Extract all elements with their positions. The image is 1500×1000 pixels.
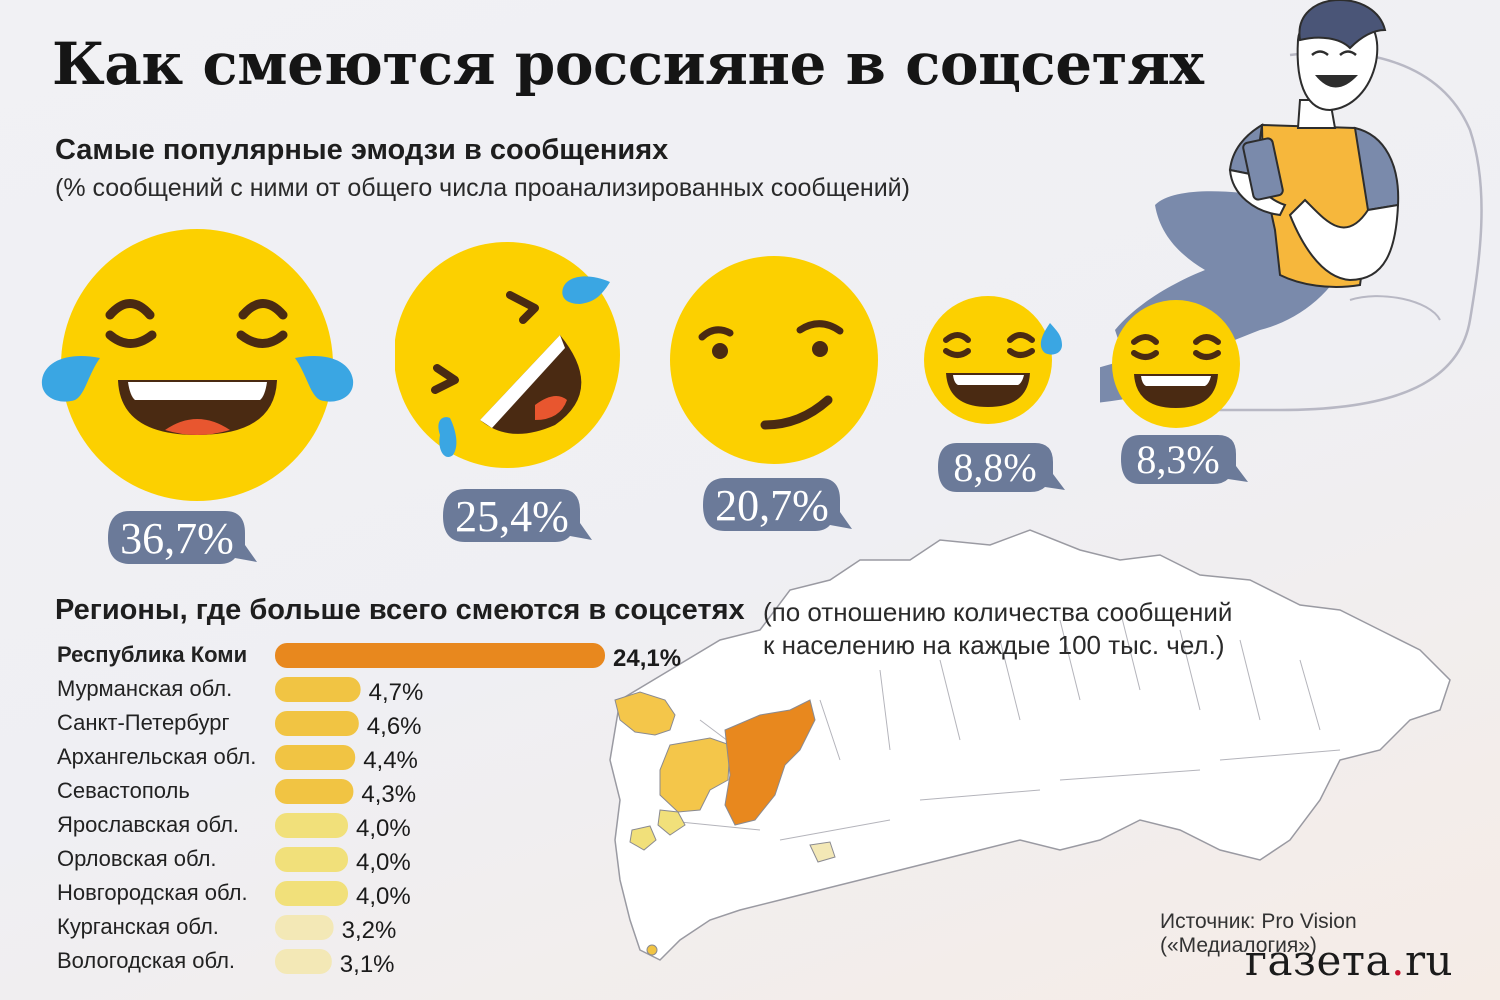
region-bar — [275, 915, 334, 940]
region-label: Новгородская обл. — [57, 880, 248, 905]
grinning-face-with-sweat-icon — [924, 296, 1062, 424]
emoji-share-bubble-1: 36,7% — [108, 511, 257, 564]
region-bar — [275, 881, 348, 906]
source-note: Источник: Pro Vision («Медиалогия») — [1160, 910, 1357, 957]
region-label: Мурманская обл. — [57, 676, 232, 701]
region-value-label: 24,1% — [613, 645, 681, 672]
emoji-share-bubble-5: 8,3% — [1121, 435, 1248, 484]
russia-regions-map — [609, 529, 1451, 961]
region-value-label: 4,0% — [356, 883, 411, 910]
emoji-share-bubble-2: 25,4% — [443, 489, 592, 542]
logo-tld-text: ru — [1404, 936, 1454, 985]
region-label: Севастополь — [57, 778, 190, 803]
region-label: Ярославская обл. — [57, 812, 239, 837]
region-bar — [275, 779, 354, 804]
emoji-share-label-3: 20,7% — [715, 481, 829, 530]
logo-main-text: газета — [1245, 936, 1392, 985]
region-bar — [275, 643, 605, 668]
logo-dot: . — [1391, 936, 1405, 985]
emoji-share-bubble-4: 8,8% — [938, 443, 1065, 492]
region-label: Архангельская обл. — [57, 744, 256, 769]
region-value-label: 4,3% — [361, 781, 416, 808]
region-label: Санкт-Петербург — [57, 710, 230, 735]
regions-section-note: (по отношению количества сообщений к нас… — [763, 597, 1233, 660]
rolling-on-floor-laughing-icon — [395, 242, 620, 468]
emoji-share-label-4: 8,8% — [953, 445, 1036, 490]
region-bar — [275, 745, 356, 770]
emoji-share-label-1: 36,7% — [120, 514, 234, 563]
emoji-share-label-5: 8,3% — [1136, 437, 1219, 482]
region-bar — [275, 847, 348, 872]
region-bar — [275, 949, 332, 974]
region-label: Республика Коми — [57, 642, 247, 667]
region-label: Орловская обл. — [57, 846, 217, 871]
regions-bar-chart: Республика Коми 24,1% Мурманская обл. 4,7% С… — [57, 642, 681, 978]
page-title: Как смеются россияне в соцсетях — [52, 30, 1204, 98]
face-with-tears-of-joy-icon — [41, 229, 354, 501]
region-value-label: 3,1% — [340, 951, 395, 978]
region-bar — [275, 711, 359, 736]
region-value-label: 4,6% — [367, 713, 422, 740]
region-value-label: 3,2% — [342, 917, 397, 944]
grinning-squinting-face-icon — [1112, 300, 1240, 428]
gazeta-logo: газета.ru — [1245, 936, 1453, 985]
region-value-label: 4,0% — [356, 815, 411, 842]
region-label: Курганская обл. — [57, 914, 219, 939]
region-bar — [275, 677, 361, 702]
emoji-share-label-2: 25,4% — [455, 492, 569, 541]
region-value-label: 4,7% — [369, 679, 424, 706]
region-bar — [275, 813, 348, 838]
region-label: Вологодская обл. — [57, 948, 235, 973]
region-value-label: 4,4% — [363, 747, 418, 774]
emoji-section-note: (% сообщений с ними от общего числа проа… — [55, 174, 910, 202]
smirking-face-icon — [670, 256, 878, 464]
regions-section-title: Регионы, где больше всего смеются в соцс… — [55, 594, 745, 626]
emoji-section-title: Самые популярные эмодзи в сообщениях — [55, 134, 669, 166]
region-value-label: 4,0% — [356, 849, 411, 876]
emoji-share-bubble-3: 20,7% — [703, 478, 852, 531]
